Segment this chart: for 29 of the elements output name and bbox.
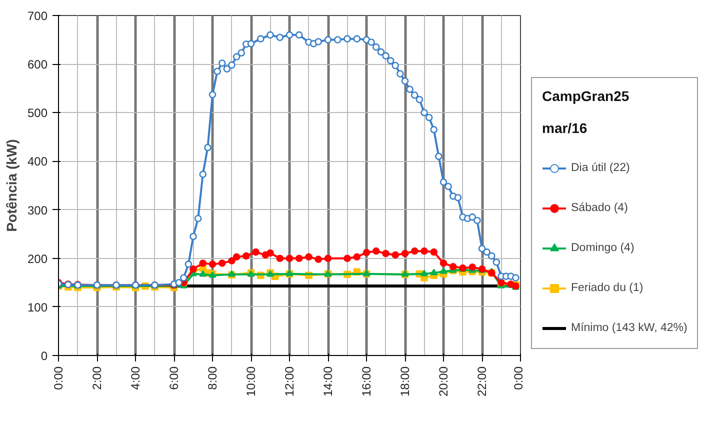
y-tick-label: 0: [40, 349, 48, 363]
y-tick-label: 700: [27, 9, 48, 23]
x-tick-label: 0:00: [512, 366, 526, 390]
x-tick-label: 12:00: [282, 366, 296, 397]
text: CampGran25: [542, 88, 630, 104]
x-tick-label: 20:00: [436, 366, 450, 397]
legend-label: Dia útil (22): [571, 162, 630, 174]
y-tick-label: 500: [27, 106, 48, 120]
x-tick-label: 18:00: [398, 366, 412, 397]
x-tick-label: 4:00: [128, 366, 142, 390]
y-tick-label: 400: [27, 154, 48, 169]
x-tick-label: 22:00: [475, 366, 489, 397]
legend-label: Feriado du (1): [571, 282, 644, 294]
y-axis-title: Potência (kW): [3, 139, 20, 232]
legend-label: Domingo (4): [571, 242, 634, 254]
y-tick-label: 600: [27, 58, 48, 72]
x-tick-label: 8:00: [206, 366, 220, 390]
text: mar/16: [542, 120, 588, 136]
legend-label: Mínimo (143 kW, 42%): [571, 322, 688, 334]
y-tick-label: 200: [27, 252, 48, 266]
x-tick-label: 0:00: [52, 366, 66, 390]
x-tick-label: 6:00: [167, 366, 181, 390]
x-tick-label: 2:00: [90, 366, 104, 390]
y-tick-label: 300: [27, 203, 48, 218]
y-tick-label: 100: [27, 300, 48, 314]
x-tick-label: 14:00: [321, 366, 335, 397]
legend-label: Sábado (4): [571, 202, 628, 214]
x-tick-label: 10:00: [244, 366, 258, 397]
x-tick-label: 16:00: [360, 366, 374, 397]
